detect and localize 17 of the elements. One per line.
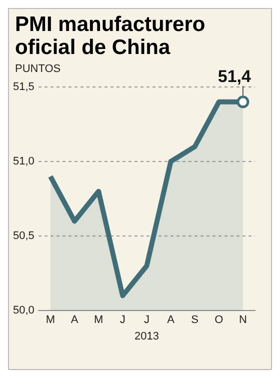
y-tick-label: 51,5 [12,81,34,94]
chart-title: PMI manufacturero oficial de China [14,12,206,59]
y-tick-label: 51,0 [12,156,34,168]
x-tick-label: A [70,314,79,326]
x-tick-label: J [120,314,126,326]
y-tick-label: 50,0 [12,304,34,317]
x-tick-label: M [46,314,56,326]
x-axis-title: 2013 [134,330,159,342]
x-tick-label: M [94,314,104,326]
x-tick-label: N [238,314,247,326]
x-tick-label: O [214,314,224,326]
x-tick-label: J [144,314,150,326]
x-tick-label: A [167,314,176,326]
annotation: 51,4 [218,67,252,86]
x-tick-label: S [191,314,199,326]
y-tick-label: 50,5 [12,230,34,242]
y-axis-title: PUNTOS [15,63,61,75]
